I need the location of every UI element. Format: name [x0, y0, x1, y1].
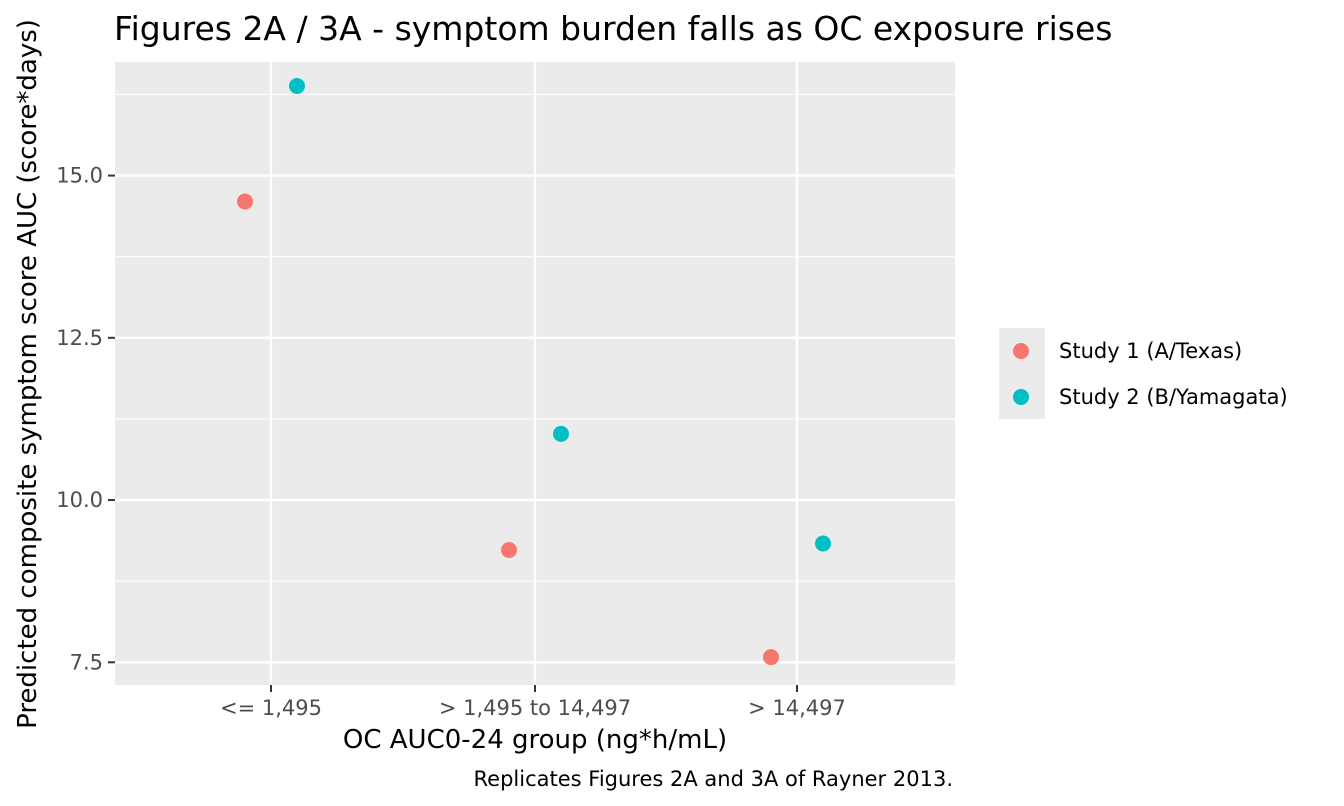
point-series-2-cat-3: [815, 535, 831, 552]
point-series-1-cat-1: [237, 193, 253, 210]
y-tick-label-1: 10.0: [56, 488, 103, 512]
x-axis: <= 1,495 > 1,495 to 14,497 > 14,497: [220, 685, 846, 720]
x-tick-label-1: > 1,495 to 14,497: [439, 696, 631, 720]
point-series-2-cat-1: [289, 78, 305, 95]
chart-title: Figures 2A / 3A - symptom burden falls a…: [114, 9, 1112, 48]
point-series-2-cat-2: [553, 425, 569, 442]
x-axis-title: OC AUC0-24 group (ng*h/mL): [343, 725, 727, 755]
legend-label-study-2: Study 2 (B/Yamagata): [1059, 385, 1288, 409]
y-tick-label-2: 12.5: [56, 326, 103, 350]
x-tick-label-2: > 14,497: [748, 696, 846, 720]
y-axis: 7.5 10.0 12.5 15.0: [56, 164, 115, 674]
data-points: [237, 78, 831, 666]
y-axis-title: Predicted composite symptom score AUC (s…: [13, 19, 43, 729]
y-tick-label-0: 7.5: [70, 650, 103, 674]
y-tick-label-3: 15.0: [56, 164, 103, 188]
legend-label-study-1: Study 1 (A/Texas): [1059, 339, 1242, 363]
legend-key-study-1: [1013, 343, 1029, 359]
legend: Study 1 (A/Texas) Study 2 (B/Yamagata): [999, 328, 1288, 419]
point-series-1-cat-3: [763, 649, 779, 666]
legend-key-background: [999, 328, 1045, 419]
point-series-1-cat-2: [501, 542, 517, 559]
major-gridlines: [115, 62, 955, 685]
caption: Replicates Figures 2A and 3A of Rayner 2…: [474, 767, 953, 791]
x-tick-label-0: <= 1,495: [220, 696, 322, 720]
legend-key-study-2: [1013, 389, 1029, 405]
